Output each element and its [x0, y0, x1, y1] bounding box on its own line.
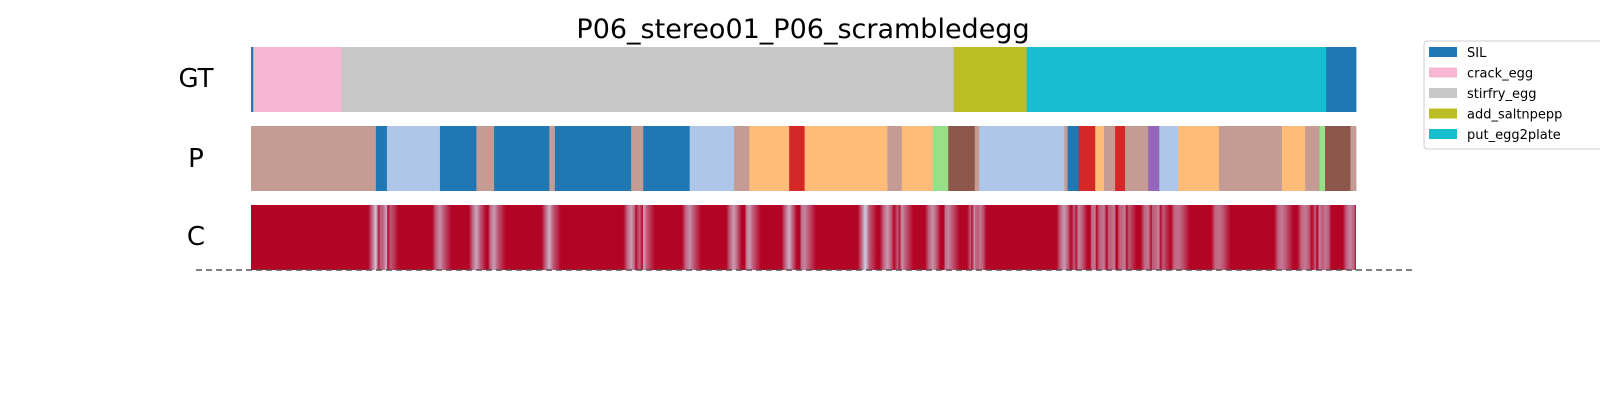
gt-segment-1	[253, 47, 343, 112]
pred-segment-0	[251, 126, 377, 191]
pred-segment-10	[689, 126, 735, 191]
pred-segment-22	[1067, 126, 1080, 191]
legend-swatch-0	[1429, 47, 1457, 57]
pred-segment-27	[1125, 126, 1149, 191]
legend-label-1: crack_egg	[1467, 67, 1533, 82]
legend-label-0: SIL	[1467, 46, 1487, 61]
pred-segment-23	[1078, 126, 1096, 191]
legend-swatch-4	[1429, 129, 1457, 139]
gt-segment-0	[251, 47, 254, 112]
pred-segment-11	[733, 126, 750, 191]
pred-segment-5	[494, 126, 550, 191]
gt-segments	[251, 47, 1357, 112]
prediction-segments	[251, 126, 1357, 191]
pred-segment-14	[804, 126, 888, 191]
row-label-p: P	[188, 144, 204, 174]
pred-segment-1	[375, 126, 388, 191]
pred-segment-13	[789, 126, 806, 191]
pred-segment-19	[974, 126, 980, 191]
pred-segment-25	[1104, 126, 1116, 191]
legend-swatch-2	[1429, 88, 1457, 98]
pred-segment-21	[1064, 126, 1068, 191]
pred-segment-7	[554, 126, 632, 191]
pred-segment-26	[1115, 126, 1126, 191]
pred-segment-28	[1148, 126, 1160, 191]
pred-segment-33	[1305, 126, 1320, 191]
pred-segment-18	[948, 126, 976, 191]
pred-segment-3	[439, 126, 477, 191]
legend-swatch-3	[1429, 108, 1457, 119]
legend: SIL crack_egg stirfry_egg add_saltnpepp put_…	[1423, 40, 1600, 150]
legend-label-2: stirfry_egg	[1467, 87, 1536, 102]
pred-segment-35	[1325, 126, 1351, 191]
chart-title: P06_stereo01_P06_scrambledegg	[576, 14, 1029, 45]
legend-label-4: put_egg2plate	[1467, 128, 1561, 143]
row-label-gt: GT	[178, 64, 213, 94]
pred-segment-4	[476, 126, 495, 191]
pred-segment-24	[1095, 126, 1105, 191]
gt-segment-3	[953, 47, 1028, 112]
pred-segment-30	[1178, 126, 1220, 191]
pred-segment-36	[1350, 126, 1357, 191]
pred-segment-15	[887, 126, 903, 191]
pred-segment-20	[979, 126, 1065, 191]
pred-segment-32	[1281, 126, 1306, 191]
pred-segment-34	[1319, 126, 1326, 191]
pred-segment-16	[901, 126, 934, 191]
pred-segment-6	[549, 126, 556, 191]
pred-segment-31	[1218, 126, 1283, 191]
row-label-c: C	[187, 222, 205, 252]
legend-label-3: add_saltnpepp	[1467, 108, 1562, 123]
legend-box	[1423, 40, 1600, 150]
pred-segment-17	[932, 126, 949, 191]
gt-segment-2	[341, 47, 955, 112]
legend-swatch-1	[1429, 67, 1457, 78]
pred-segment-8	[631, 126, 644, 191]
pred-segment-2	[386, 126, 441, 191]
gt-segment-5	[1326, 47, 1357, 112]
pred-segment-9	[643, 126, 691, 191]
gt-segment-4	[1026, 47, 1327, 112]
pred-segment-12	[749, 126, 790, 191]
pred-segment-29	[1159, 126, 1179, 191]
confidence-band	[251, 205, 1356, 270]
